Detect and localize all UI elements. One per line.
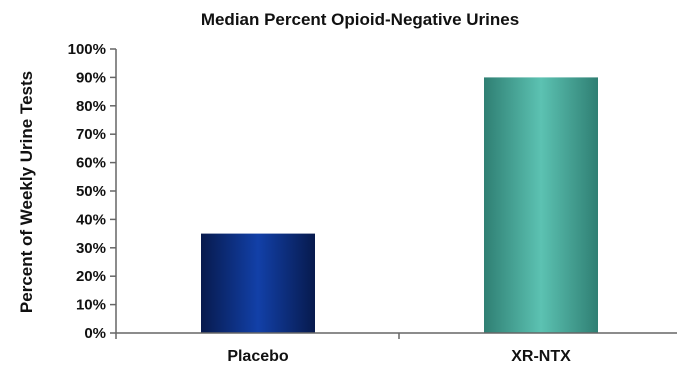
bar-xr-ntx <box>484 77 598 334</box>
x-tick-label: Placebo <box>227 348 289 365</box>
bars <box>201 77 598 334</box>
y-tick-label: 70% <box>76 126 106 143</box>
y-tick-label: 20% <box>76 268 106 285</box>
x-tick-label: XR-NTX <box>511 348 571 365</box>
y-tick-label: 100% <box>68 41 106 58</box>
y-tick-label: 90% <box>76 69 106 86</box>
bar-placebo <box>201 233 315 333</box>
x-axis: Placebo XR-NTX <box>227 348 571 365</box>
y-tick-label: 80% <box>76 98 106 115</box>
y-axis: 0% 10% 20% 30% 40% 50% 60% 70% 80% 90% 100% <box>68 41 116 342</box>
y-tick-label: 50% <box>76 183 106 200</box>
y-tick-label: 40% <box>76 211 106 228</box>
y-tick-label: 30% <box>76 240 106 257</box>
y-axis-label: Percent of Weekly Urine Tests <box>17 71 36 313</box>
y-tick-label: 0% <box>84 325 106 342</box>
y-tick-label: 60% <box>76 155 106 172</box>
chart-title: Median Percent Opioid-Negative Urines <box>201 10 519 29</box>
y-tick-label: 10% <box>76 297 106 314</box>
